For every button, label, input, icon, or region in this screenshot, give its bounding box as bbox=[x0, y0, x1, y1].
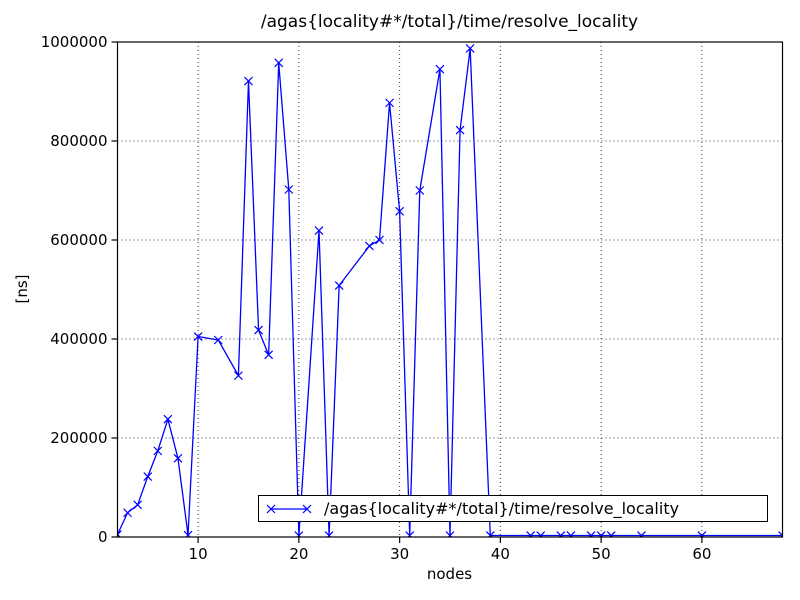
svg-text:50: 50 bbox=[592, 545, 611, 563]
y-tick-labels: 0 200000 400000 600000 800000 1000000 bbox=[41, 33, 108, 546]
svg-text:20: 20 bbox=[289, 545, 308, 563]
axis-ticks bbox=[111, 41, 703, 543]
svg-text:1000000: 1000000 bbox=[41, 33, 108, 51]
svg-text:600000: 600000 bbox=[50, 231, 107, 249]
svg-text:60: 60 bbox=[692, 545, 711, 563]
svg-text:0: 0 bbox=[98, 528, 108, 546]
svg-text:10: 10 bbox=[189, 545, 208, 563]
x-axis-label: nodes bbox=[426, 565, 473, 583]
x-tick-labels: 10 20 30 40 50 60 bbox=[189, 545, 712, 563]
svg-text:400000: 400000 bbox=[50, 330, 107, 348]
legend-label: /agas{locality#*/total}/time/resolve_loc… bbox=[324, 499, 680, 518]
y-axis-label: [ns] bbox=[13, 274, 31, 304]
series-markers bbox=[117, 44, 783, 538]
svg-text:30: 30 bbox=[390, 545, 409, 563]
grid-lines bbox=[117, 41, 783, 538]
svg-text:800000: 800000 bbox=[50, 132, 107, 150]
legend: /agas{locality#*/total}/time/resolve_loc… bbox=[258, 495, 768, 522]
axes-box bbox=[116, 41, 784, 538]
svg-text:40: 40 bbox=[491, 545, 510, 563]
series-line bbox=[117, 47, 783, 537]
svg-text:200000: 200000 bbox=[50, 429, 107, 447]
legend-line-sample-icon bbox=[266, 504, 312, 513]
chart-title: /agas{locality#*/total}/time/resolve_loc… bbox=[260, 12, 639, 32]
